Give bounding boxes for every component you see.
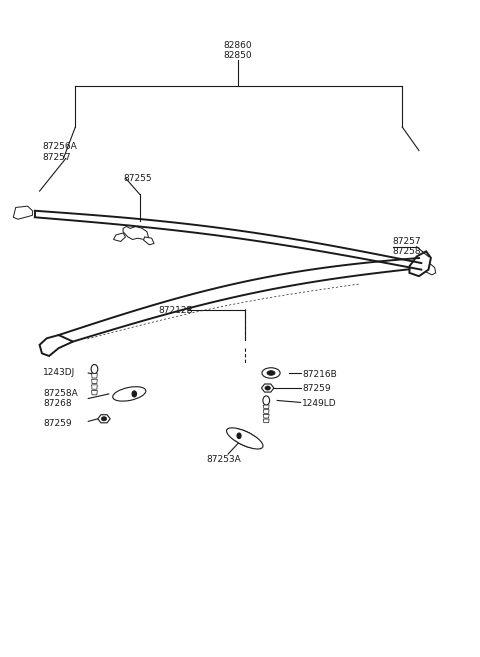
Polygon shape: [264, 410, 269, 413]
Polygon shape: [264, 419, 269, 422]
Polygon shape: [92, 385, 97, 389]
Text: 1249LD: 1249LD: [302, 399, 336, 408]
Polygon shape: [39, 335, 73, 356]
Circle shape: [263, 396, 270, 405]
Text: 87253A: 87253A: [206, 455, 241, 464]
Text: 87258A
87268: 87258A 87268: [43, 389, 78, 408]
Ellipse shape: [262, 368, 280, 378]
Ellipse shape: [265, 386, 270, 390]
Polygon shape: [264, 415, 269, 418]
Text: 87259: 87259: [302, 384, 331, 393]
Polygon shape: [262, 384, 274, 392]
Text: 87255: 87255: [123, 173, 152, 183]
Polygon shape: [264, 405, 269, 409]
Text: 87257
87258: 87257 87258: [393, 237, 421, 256]
Polygon shape: [98, 415, 110, 423]
Text: 1243DJ: 1243DJ: [43, 369, 76, 378]
Polygon shape: [92, 374, 97, 378]
Ellipse shape: [229, 429, 260, 448]
Polygon shape: [92, 379, 97, 384]
Text: 87259: 87259: [43, 419, 72, 428]
Ellipse shape: [101, 417, 107, 421]
Circle shape: [132, 391, 136, 397]
Text: 87216B: 87216B: [302, 370, 337, 379]
Polygon shape: [409, 251, 431, 276]
Polygon shape: [123, 227, 148, 240]
Circle shape: [237, 433, 241, 438]
Ellipse shape: [267, 371, 275, 375]
Polygon shape: [13, 206, 33, 219]
Polygon shape: [114, 233, 125, 242]
Text: 87212B: 87212B: [159, 306, 193, 315]
Text: 87256A
87257: 87256A 87257: [42, 142, 77, 162]
Polygon shape: [421, 263, 436, 275]
Polygon shape: [144, 237, 154, 245]
Polygon shape: [92, 390, 97, 395]
Ellipse shape: [113, 387, 146, 401]
Text: 82860
82850: 82860 82850: [223, 41, 252, 60]
Ellipse shape: [227, 428, 263, 449]
Circle shape: [91, 365, 98, 374]
